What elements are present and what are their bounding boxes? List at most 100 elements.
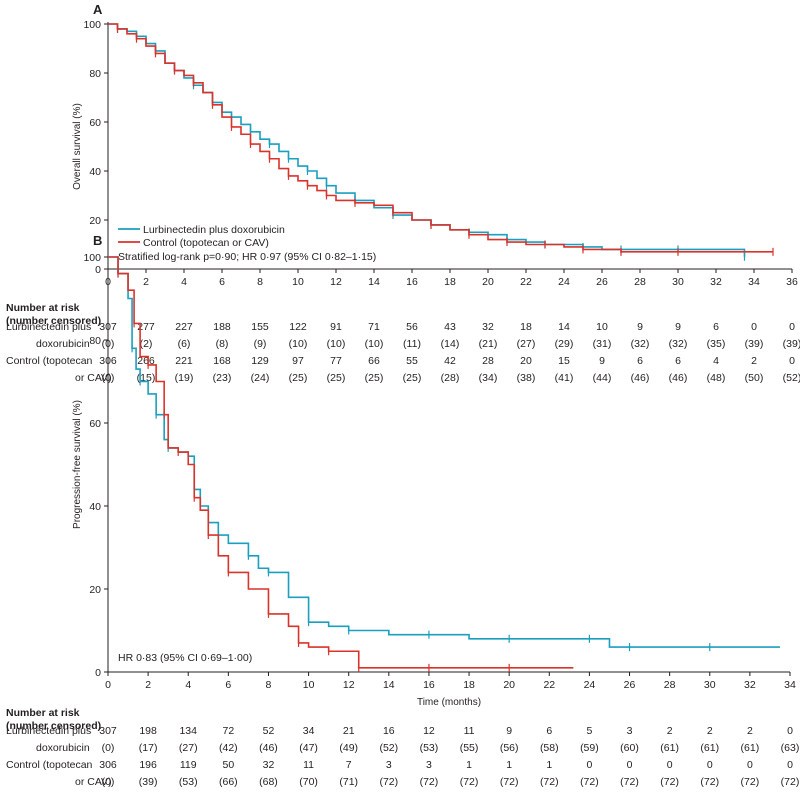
risk-row-label: or CAV): [75, 776, 112, 788]
risk-at-risk-value: 77: [330, 355, 342, 367]
risk-censored-value: (59): [580, 742, 599, 754]
x-tick-label: 36: [786, 276, 798, 288]
risk-at-risk-value: 129: [251, 355, 269, 367]
risk-censored-value: (47): [299, 742, 318, 754]
risk-at-risk-value: 277: [137, 321, 155, 333]
risk-at-risk-value: 0: [586, 759, 592, 771]
x-tick-label: 4: [185, 679, 191, 691]
risk-at-risk-value: 43: [444, 321, 456, 333]
risk-at-risk-value: 28: [482, 355, 494, 367]
risk-censored-value: (41): [555, 372, 574, 384]
risk-censored-value: (34): [479, 372, 498, 384]
risk-censored-value: (53): [179, 776, 198, 788]
risk-censored-value: (63): [781, 742, 800, 754]
risk-at-risk-value: 34: [303, 725, 315, 737]
risk-censored-value: (56): [500, 742, 519, 754]
risk-at-risk-value: 1: [466, 759, 472, 771]
risk-censored-value: (72): [620, 776, 639, 788]
risk-censored-value: (72): [660, 776, 679, 788]
y-tick-label: 60: [89, 117, 101, 129]
series-line-control: [108, 256, 574, 669]
risk-at-risk-value: 97: [292, 355, 304, 367]
risk-at-risk-value: 7: [346, 759, 352, 771]
risk-at-risk-value: 306: [99, 759, 117, 771]
y-tick-label: 40: [89, 501, 101, 513]
y-tick-label: 80: [89, 68, 101, 80]
risk-censored-value: (35): [707, 338, 726, 350]
risk-censored-value: (38): [517, 372, 536, 384]
risk-censored-value: (50): [745, 372, 764, 384]
risk-censored-value: (72): [540, 776, 559, 788]
risk-at-risk-value: 6: [675, 355, 681, 367]
risk-censored-value: (72): [781, 776, 800, 788]
risk-row-label: or CAV): [75, 372, 112, 384]
risk-at-risk-value: 9: [637, 321, 643, 333]
x-tick-label: 26: [596, 276, 608, 288]
y-tick-label: 20: [89, 584, 101, 596]
y-axis-title: Overall survival (%): [72, 103, 83, 190]
risk-censored-value: (21): [479, 338, 498, 350]
x-tick-label: 28: [664, 679, 676, 691]
stat-annotation: Stratified log-rank p=0·90; HR 0·97 (95%…: [118, 251, 376, 263]
risk-at-risk-value: 15: [558, 355, 570, 367]
x-tick-label: 14: [383, 679, 395, 691]
x-tick-label: 28: [634, 276, 646, 288]
risk-censored-value: (52): [783, 372, 800, 384]
legend-label: Control (topotecan or CAV): [143, 237, 269, 249]
risk-censored-value: (53): [420, 742, 439, 754]
risk-at-risk-value: 32: [482, 321, 494, 333]
risk-censored-value: (55): [460, 742, 479, 754]
x-tick-label: 24: [558, 276, 570, 288]
risk-at-risk-value: 20: [520, 355, 532, 367]
y-tick-label: 100: [83, 252, 101, 264]
risk-censored-value: (46): [631, 372, 650, 384]
risk-at-risk-value: 11: [303, 759, 314, 771]
x-tick-label: 12: [330, 276, 342, 288]
risk-censored-value: (61): [700, 742, 719, 754]
x-tick-label: 20: [482, 276, 494, 288]
x-tick-label: 2: [145, 679, 151, 691]
risk-at-risk-value: 21: [343, 725, 355, 737]
risk-at-risk-value: 196: [139, 759, 157, 771]
y-tick-label: 0: [95, 264, 101, 276]
risk-at-risk-value: 12: [423, 725, 435, 737]
risk-censored-value: (25): [365, 372, 384, 384]
x-tick-label: 20: [503, 679, 515, 691]
x-tick-label: 26: [624, 679, 636, 691]
risk-censored-value: (28): [441, 372, 460, 384]
risk-at-risk-value: 155: [251, 321, 269, 333]
risk-at-risk-value: 2: [667, 725, 673, 737]
risk-table-title: Number at risk: [6, 302, 80, 314]
risk-censored-value: (44): [593, 372, 612, 384]
risk-censored-value: (14): [441, 338, 460, 350]
risk-at-risk-value: 134: [179, 725, 197, 737]
risk-censored-value: (39): [139, 776, 158, 788]
risk-censored-value: (9): [254, 338, 267, 350]
risk-at-risk-value: 0: [787, 759, 793, 771]
risk-censored-value: (25): [289, 372, 308, 384]
y-tick-label: 0: [95, 667, 101, 679]
panel-letter: A: [93, 2, 103, 17]
risk-at-risk-value: 18: [520, 321, 532, 333]
risk-at-risk-value: 0: [707, 759, 713, 771]
risk-censored-value: (61): [660, 742, 679, 754]
x-tick-label: 22: [520, 276, 532, 288]
risk-row-label: doxorubicin: [36, 742, 90, 754]
risk-censored-value: (29): [555, 338, 574, 350]
panel-letter: B: [93, 233, 102, 248]
x-tick-label: 24: [584, 679, 596, 691]
x-tick-label: 14: [368, 276, 380, 288]
risk-censored-value: (66): [219, 776, 238, 788]
risk-at-risk-value: 227: [175, 321, 193, 333]
risk-censored-value: (24): [251, 372, 270, 384]
risk-at-risk-value: 72: [223, 725, 235, 737]
risk-censored-value: (11): [403, 338, 421, 350]
risk-table-title: (number censored): [6, 720, 101, 732]
risk-censored-value: (61): [741, 742, 760, 754]
risk-at-risk-value: 6: [546, 725, 552, 737]
x-tick-label: 12: [343, 679, 355, 691]
risk-censored-value: (49): [339, 742, 358, 754]
risk-at-risk-value: 50: [223, 759, 235, 771]
risk-censored-value: (72): [500, 776, 519, 788]
